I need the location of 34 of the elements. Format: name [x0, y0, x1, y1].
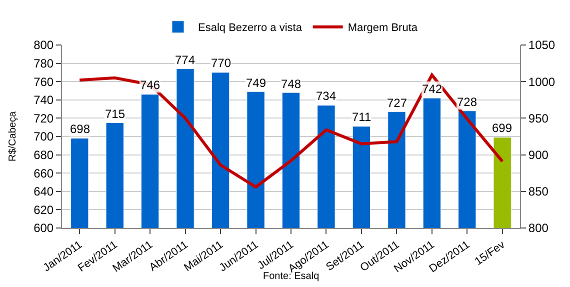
- y2-tick-label: 1050: [528, 38, 556, 52]
- data-label: 770: [211, 56, 232, 70]
- data-label: 711: [352, 110, 372, 124]
- source-note: Fonte: Esalq: [263, 271, 320, 282]
- y-tick-label: 700: [34, 130, 54, 144]
- data-label: 698: [70, 122, 90, 136]
- y-tick-label: 620: [34, 202, 54, 217]
- data-label: 699: [492, 121, 512, 135]
- data-label: 774: [175, 53, 196, 67]
- data-label: 728: [457, 95, 478, 109]
- data-label: 727: [387, 96, 408, 110]
- y2-tick-label: 950: [528, 111, 549, 126]
- y-tick-label: 740: [34, 93, 54, 108]
- legend-label: Margem Bruta: [348, 22, 418, 34]
- y-axis-title: R$/Cabeça: [8, 111, 19, 162]
- y-tick-label: 640: [34, 184, 54, 199]
- y-tick-label: 720: [34, 111, 54, 126]
- data-label: 748: [281, 77, 302, 91]
- y-tick-label: 660: [34, 166, 54, 180]
- legend-label: Esalq Bezerro a vista: [198, 22, 303, 34]
- y2-tick-label: 800: [528, 221, 549, 236]
- y-tick-label: 680: [34, 148, 54, 162]
- data-label: 746: [140, 78, 160, 92]
- y-tick-label: 600: [34, 221, 54, 236]
- data-label: 742: [422, 82, 442, 96]
- y2-tick-label: 850: [528, 184, 549, 199]
- y2-tick-label: 900: [528, 148, 549, 162]
- data-label: 715: [105, 107, 126, 121]
- y-tick-label: 800: [34, 38, 54, 52]
- data-label: 734: [316, 89, 336, 103]
- y-tick-label: 760: [34, 74, 54, 89]
- y-tick-label: 780: [34, 56, 54, 70]
- data-label: 749: [246, 76, 266, 90]
- y2-tick-label: 1000: [528, 74, 556, 89]
